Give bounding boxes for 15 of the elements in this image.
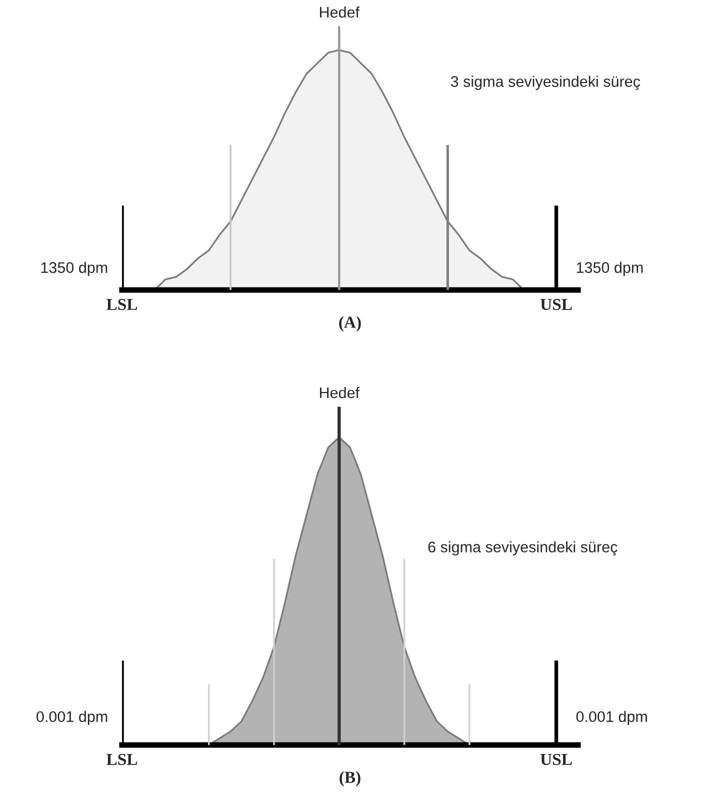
- x-tick-label: LSL: [106, 298, 138, 310]
- x-axis-title: (B): [340, 771, 360, 786]
- x-tick-label: LSL: [106, 754, 138, 766]
- text: Hedef: [320, 386, 360, 398]
- annotation: 1350 dpm: [41, 262, 108, 276]
- x-axis-title: (A): [339, 316, 361, 332]
- annotation: 1350 dpm: [576, 262, 643, 276]
- annotation: 0.001 dpm: [576, 710, 647, 726]
- x-tick-label: USL: [540, 754, 572, 766]
- text: 3 sigma seviyesindeki süreç: [450, 76, 640, 90]
- bar: [338, 406, 341, 745]
- text: 6 sigma seviyesindeki süreç: [428, 541, 618, 556]
- text: Hedef: [320, 6, 360, 18]
- x-tick-label: USL: [540, 298, 572, 310]
- annotation: 0.001 dpm: [36, 710, 108, 726]
